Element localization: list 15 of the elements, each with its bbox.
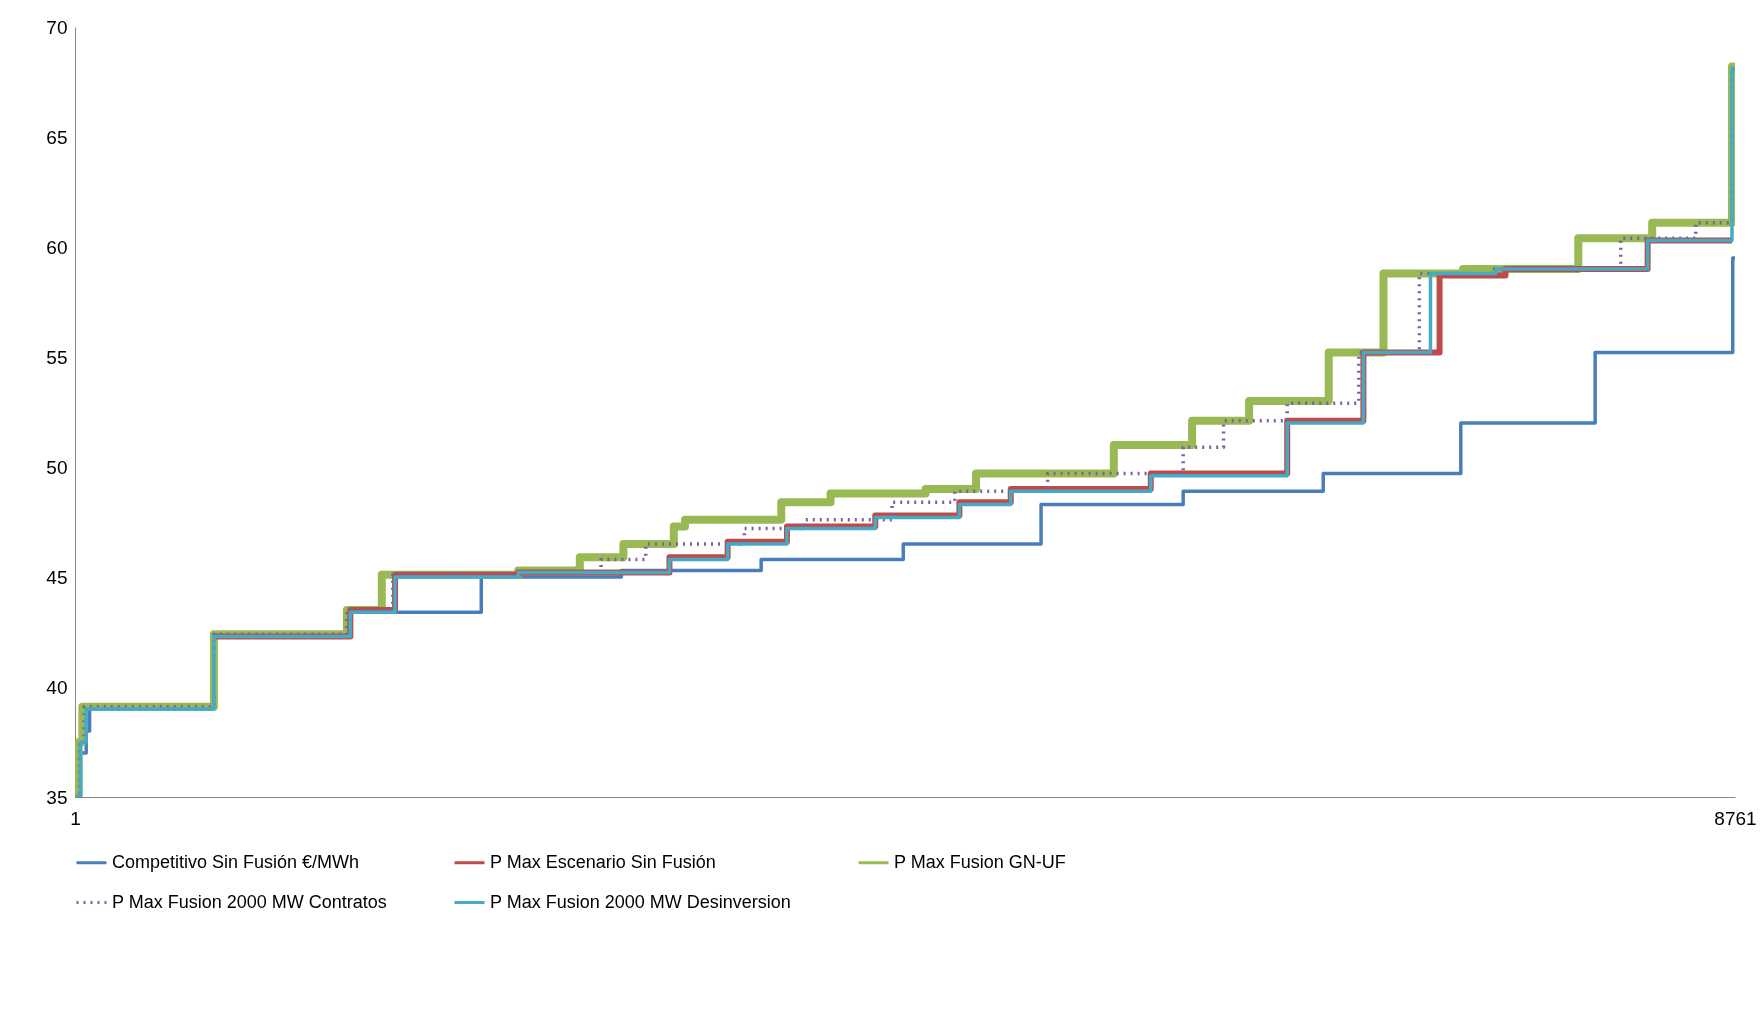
x-tick-label: 8761 [1714, 807, 1757, 829]
y-tick-label: 45 [46, 566, 68, 588]
legend-label: P Max Escenario Sin Fusión [490, 851, 716, 872]
y-tick-label: 50 [46, 456, 68, 478]
legend-label: P Max Fusion 2000 MW Desinversion [490, 891, 791, 912]
x-tick-label: 1 [70, 807, 81, 829]
y-tick-label: 55 [46, 346, 68, 368]
y-tick-label: 70 [46, 16, 68, 38]
y-tick-label: 60 [46, 236, 68, 258]
y-tick-label: 35 [46, 786, 68, 808]
legend-label: P Max Fusion 2000 MW Contratos [112, 891, 387, 912]
y-tick-label: 40 [46, 676, 68, 698]
y-tick-label: 65 [46, 126, 68, 148]
legend-label: P Max Fusion GN-UF [894, 851, 1066, 872]
legend-label: Competitivo Sin Fusión €/MWh [112, 851, 360, 872]
